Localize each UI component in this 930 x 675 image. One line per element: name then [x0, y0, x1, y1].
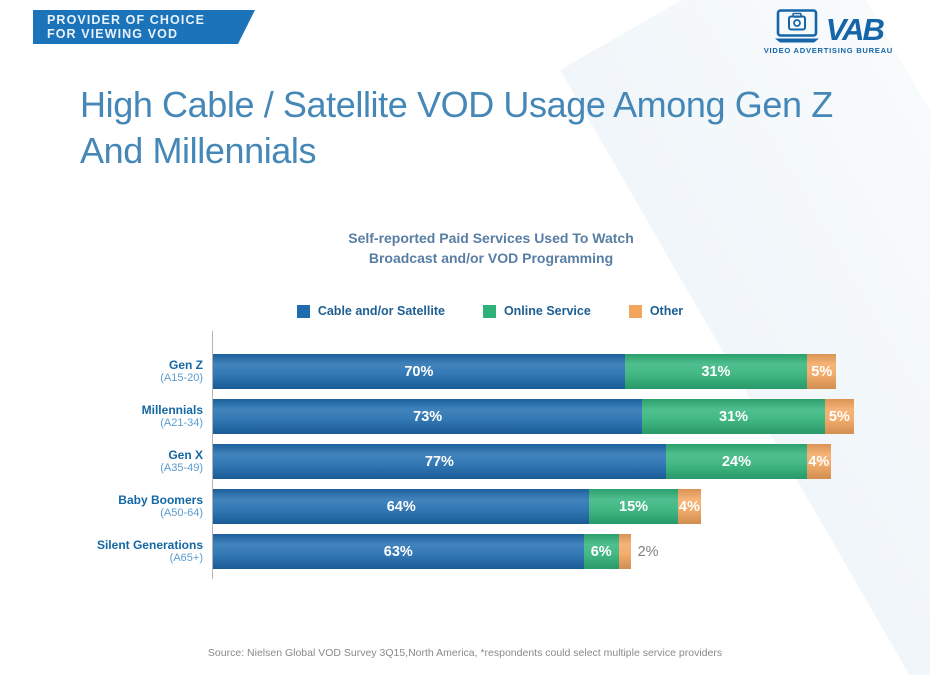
legend-item: Online Service	[482, 304, 591, 318]
bar-value-label: 5%	[811, 363, 833, 380]
legend-item: Other	[628, 304, 684, 318]
bar-segment: 70%	[213, 354, 625, 389]
laptop-camera-icon	[774, 9, 819, 43]
category-name: Baby Boomers	[118, 492, 203, 507]
ribbon-line2: FOR VIEWING VOD	[47, 27, 179, 42]
vab-caption: VIDEO ADVERTISING BUREAU	[763, 46, 893, 55]
bars-column: 70% 31% 5% 73% 31% 5% 77% 24% 4% 64% 15% 4% 63% 6% 2%	[212, 331, 860, 579]
bar-segment: 64%	[213, 489, 590, 524]
legend-swatch	[482, 304, 496, 318]
legend-item: Cable and/or Satellite	[296, 304, 445, 318]
category-labels-column: Gen Z (A15-20) Millennials (A21-34) Gen X (A3…	[81, 331, 212, 579]
bar-value-label: 15%	[619, 498, 649, 515]
bar-segment: 24%	[665, 444, 808, 479]
bar-segment: 5%	[824, 399, 855, 434]
bar-segment: 6%	[583, 534, 619, 569]
vab-brand-text: VAB	[825, 11, 885, 47]
bar-segment: 31%	[642, 399, 825, 434]
category-age-range: (A35-49)	[160, 462, 203, 475]
bar-value-label: 6%	[590, 543, 612, 560]
page-title: High Cable / Satellite VOD Usage Among G…	[80, 82, 900, 174]
bar-segment: 63%	[213, 534, 584, 569]
category-age-range: (A65+)	[169, 552, 203, 565]
bar-segment: 4%	[677, 489, 702, 524]
stacked-bar-chart: Gen Z (A15-20) Millennials (A21-34) Gen X (A3…	[81, 331, 860, 579]
bar-value-label: 5%	[828, 408, 850, 425]
bar-segment: 31%	[624, 354, 808, 389]
page-title-line2: And Millennials	[80, 130, 317, 172]
category-label: Gen X (A35-49)	[81, 444, 212, 479]
bar-segment: 15%	[589, 489, 678, 524]
category-age-range: (A21-34)	[160, 417, 203, 430]
page-title-line1: High Cable / Satellite VOD Usage Among G…	[80, 84, 833, 125]
bar-value-label: 64%	[386, 498, 416, 515]
bar-row: 77% 24% 4%	[213, 444, 860, 479]
chart-legend: Cable and/or Satellite Online Service Othe…	[210, 304, 770, 318]
category-label: Silent Generations (A65+)	[81, 534, 212, 569]
bar-value-label-outside: 2%	[637, 543, 659, 560]
category-age-range: (A15-20)	[160, 372, 203, 385]
bar-value-label: 31%	[719, 408, 749, 425]
chart-title: Self-reported Paid Services Used To Watc…	[348, 230, 634, 266]
category-name: Millennials	[141, 402, 203, 417]
bar-row: 73% 31% 5%	[213, 399, 860, 434]
bar-value-label: 73%	[413, 408, 443, 425]
category-label: Gen Z (A15-20)	[81, 354, 212, 389]
category-label: Baby Boomers (A50-64)	[81, 489, 212, 524]
category-name: Gen Z	[168, 357, 203, 372]
legend-swatch	[296, 304, 310, 318]
bar-segment: 77%	[213, 444, 666, 479]
vab-logo-top: VAB	[774, 8, 885, 47]
legend-label: Cable and/or Satellite	[317, 304, 445, 318]
legend-swatch	[628, 304, 642, 318]
category-name: Silent Generations	[96, 537, 203, 552]
vab-logo: VAB VIDEO ADVERTISING BUREAU	[764, 8, 893, 55]
bar-value-label: 77%	[424, 453, 454, 470]
legend-label: Other	[649, 304, 684, 318]
bar-segment: 73%	[213, 399, 643, 434]
bar-row: 64% 15% 4%	[213, 489, 860, 524]
legend-label: Online Service	[503, 304, 591, 318]
bar-segment	[618, 534, 631, 569]
bar-value-label: 4%	[808, 453, 830, 470]
bar-value-label: 24%	[721, 453, 751, 470]
category-name: Gen X	[168, 447, 203, 462]
category-label: Millennials (A21-34)	[81, 399, 212, 434]
bar-value-label: 4%	[678, 498, 700, 515]
ribbon-line1: PROVIDER OF CHOICE	[47, 13, 206, 27]
bar-segment: 5%	[807, 354, 837, 389]
bar-value-label: 31%	[701, 363, 731, 380]
source-note: Source: Nielsen Global VOD Survey 3Q15,N…	[207, 647, 723, 659]
header-ribbon: PROVIDER OF CHOICE FOR VIEWING VOD	[33, 10, 255, 44]
category-age-range: (A50-64)	[160, 507, 203, 520]
bar-row: 70% 31% 5%	[213, 354, 860, 389]
bar-segment: 4%	[807, 444, 831, 479]
bar-value-label: 70%	[404, 363, 434, 380]
bar-value-label: 63%	[383, 543, 413, 560]
bar-row: 63% 6% 2%	[213, 534, 860, 569]
